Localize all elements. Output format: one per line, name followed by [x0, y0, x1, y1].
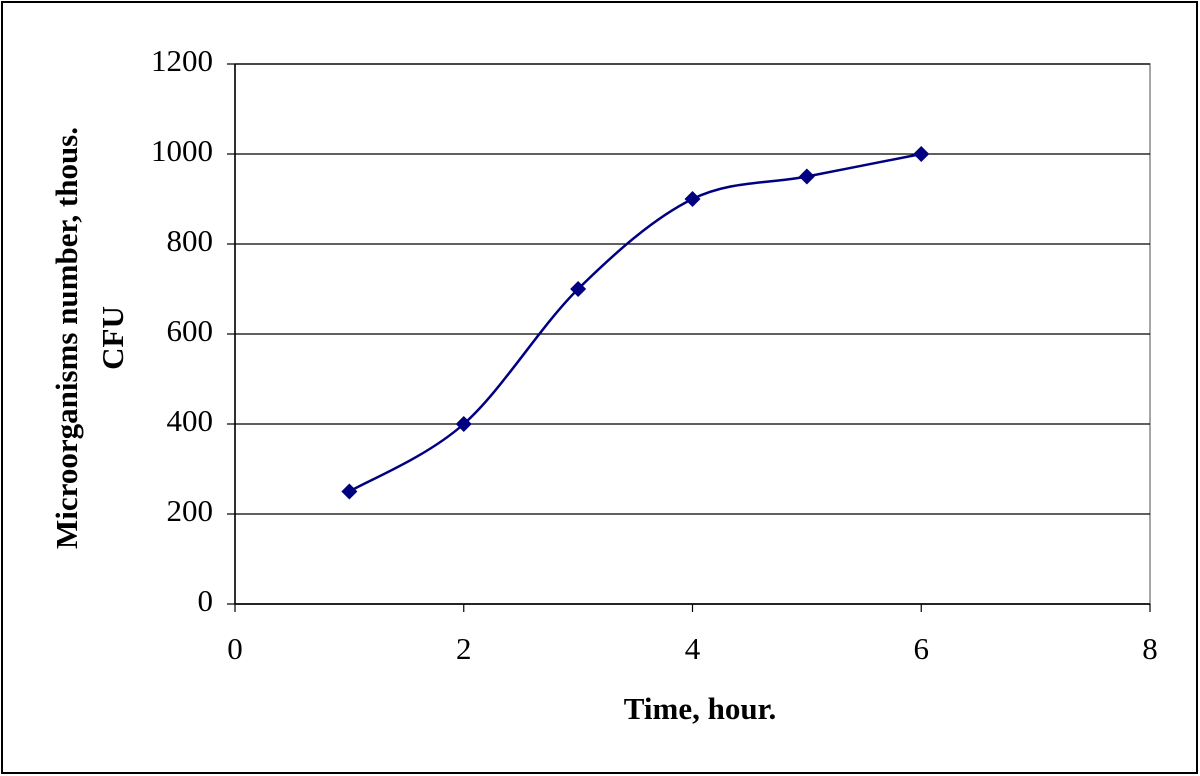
data-point: [798, 168, 815, 185]
x-axis-label: Time, hour.: [624, 691, 776, 726]
y-tick-label: 200: [167, 493, 214, 528]
x-tick-label: 4: [685, 631, 701, 666]
data-point: [341, 483, 358, 500]
x-tick-label: 6: [914, 631, 930, 666]
y-tick-label: 800: [167, 223, 214, 258]
y-tick-label: 600: [167, 313, 214, 348]
y-axis-label: CFU: [95, 306, 130, 370]
data-point: [570, 281, 587, 297]
data-point: [455, 416, 472, 432]
y-axis-label: Microorganisms number, thous.: [49, 127, 84, 549]
data-point: [684, 191, 701, 207]
x-tick-label: 2: [456, 631, 472, 666]
y-tick-label: 1200: [151, 43, 213, 78]
y-tick-label: 1000: [151, 133, 213, 168]
data-point: [913, 146, 930, 162]
x-tick-label: 0: [227, 631, 243, 666]
x-tick-label: 8: [1142, 631, 1158, 666]
y-tick-label: 0: [198, 583, 214, 618]
y-tick-label: 400: [167, 403, 214, 438]
